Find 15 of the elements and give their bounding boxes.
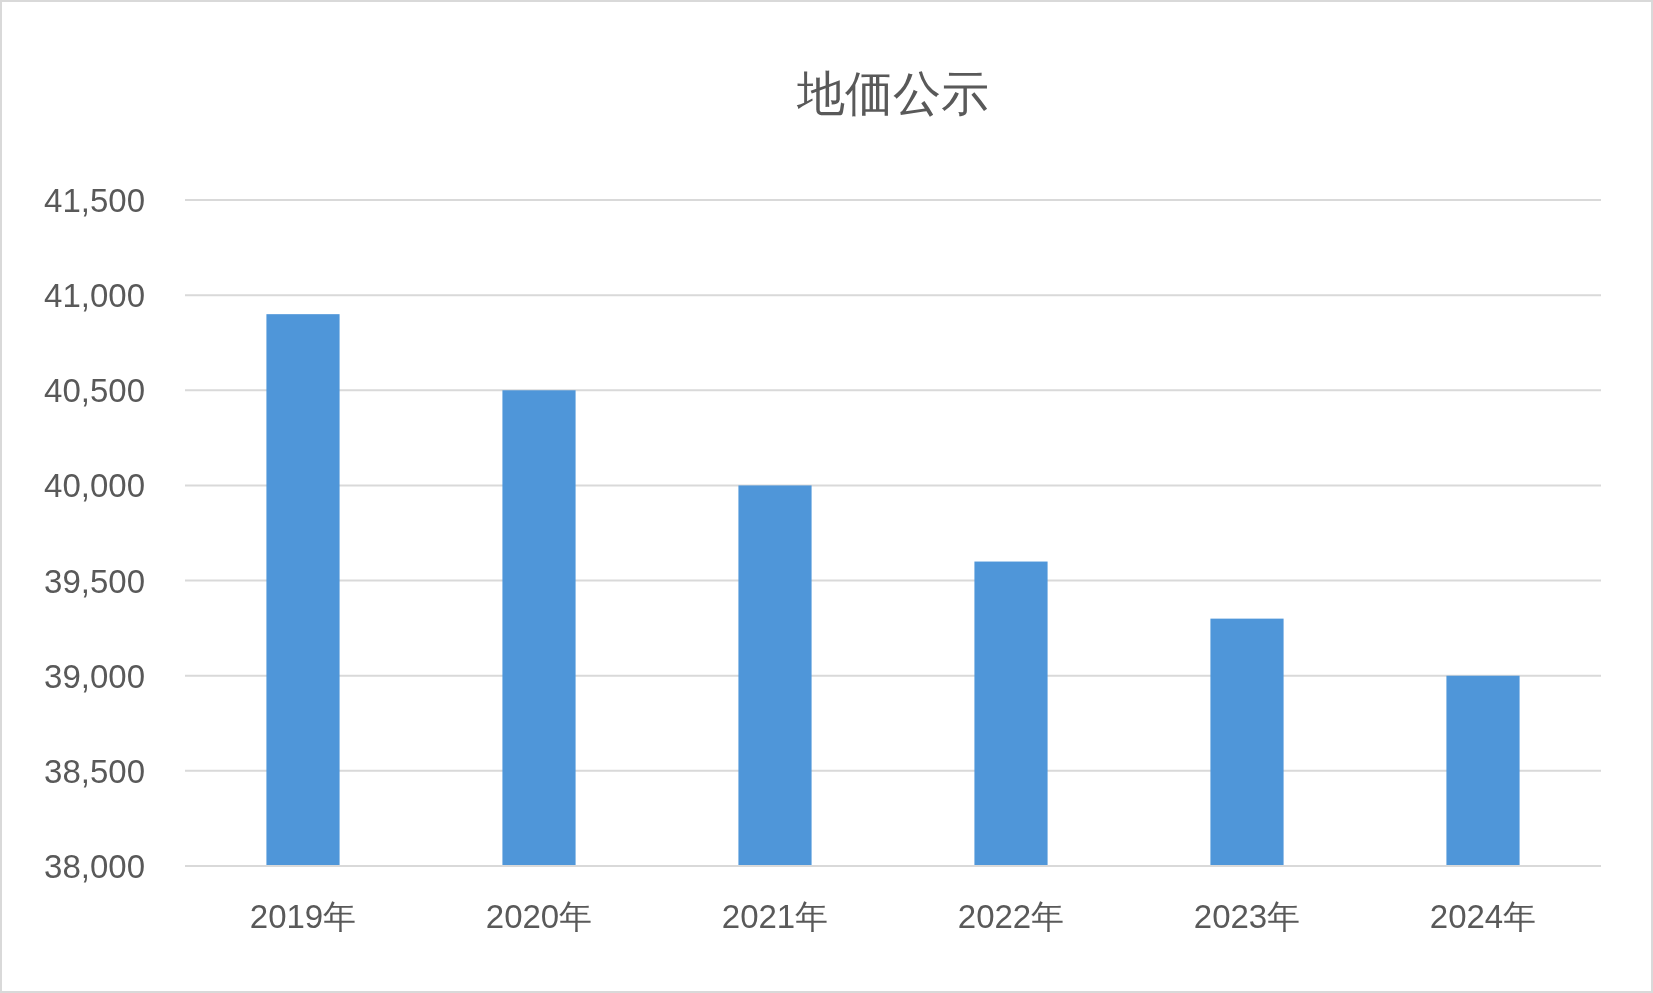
y-tick-label: 39,000	[44, 657, 145, 695]
x-tick-label: 2019年	[249, 898, 357, 935]
y-tick-label: 40,000	[44, 467, 145, 505]
x-tick-label: 2020年	[485, 898, 593, 935]
chart-title: 地価公示	[796, 67, 989, 120]
y-tick-label: 41,500	[44, 182, 145, 219]
x-tick-label: 2024年	[1429, 898, 1537, 935]
y-tick-label: 38,500	[44, 752, 145, 790]
x-tick-label: 2022年	[957, 898, 1065, 935]
x-tick-label: 2021年	[721, 898, 829, 935]
x-tick-label: 2023年	[1193, 898, 1301, 935]
y-tick-label: 41,000	[44, 277, 145, 315]
y-tick-label: 38,000	[44, 848, 145, 885]
y-tick-label: 40,500	[44, 372, 145, 410]
y-tick-label: 39,500	[44, 562, 145, 600]
